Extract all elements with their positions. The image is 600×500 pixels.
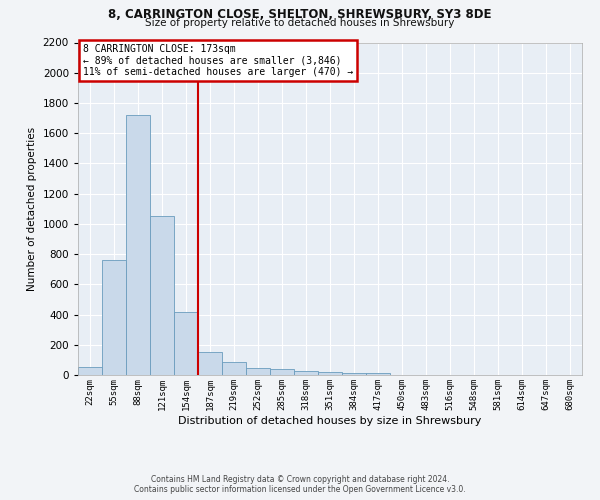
- Text: 8, CARRINGTON CLOSE, SHELTON, SHREWSBURY, SY3 8DE: 8, CARRINGTON CLOSE, SHELTON, SHREWSBURY…: [108, 8, 492, 20]
- Y-axis label: Number of detached properties: Number of detached properties: [27, 126, 37, 291]
- Bar: [174, 312, 198, 375]
- Bar: [102, 260, 126, 375]
- Text: Contains HM Land Registry data © Crown copyright and database right 2024.
Contai: Contains HM Land Registry data © Crown c…: [134, 474, 466, 494]
- Bar: [198, 352, 222, 375]
- Bar: [222, 362, 246, 375]
- Bar: [150, 216, 174, 375]
- Bar: [270, 369, 294, 375]
- Bar: [78, 366, 102, 375]
- Text: Size of property relative to detached houses in Shrewsbury: Size of property relative to detached ho…: [145, 18, 455, 28]
- Bar: [246, 368, 270, 375]
- Bar: [366, 372, 390, 375]
- Text: 8 CARRINGTON CLOSE: 173sqm
← 89% of detached houses are smaller (3,846)
11% of s: 8 CARRINGTON CLOSE: 173sqm ← 89% of deta…: [83, 44, 353, 78]
- Bar: [294, 371, 318, 375]
- X-axis label: Distribution of detached houses by size in Shrewsbury: Distribution of detached houses by size …: [178, 416, 482, 426]
- Bar: [342, 372, 366, 375]
- Bar: [318, 372, 342, 375]
- Bar: [126, 115, 150, 375]
